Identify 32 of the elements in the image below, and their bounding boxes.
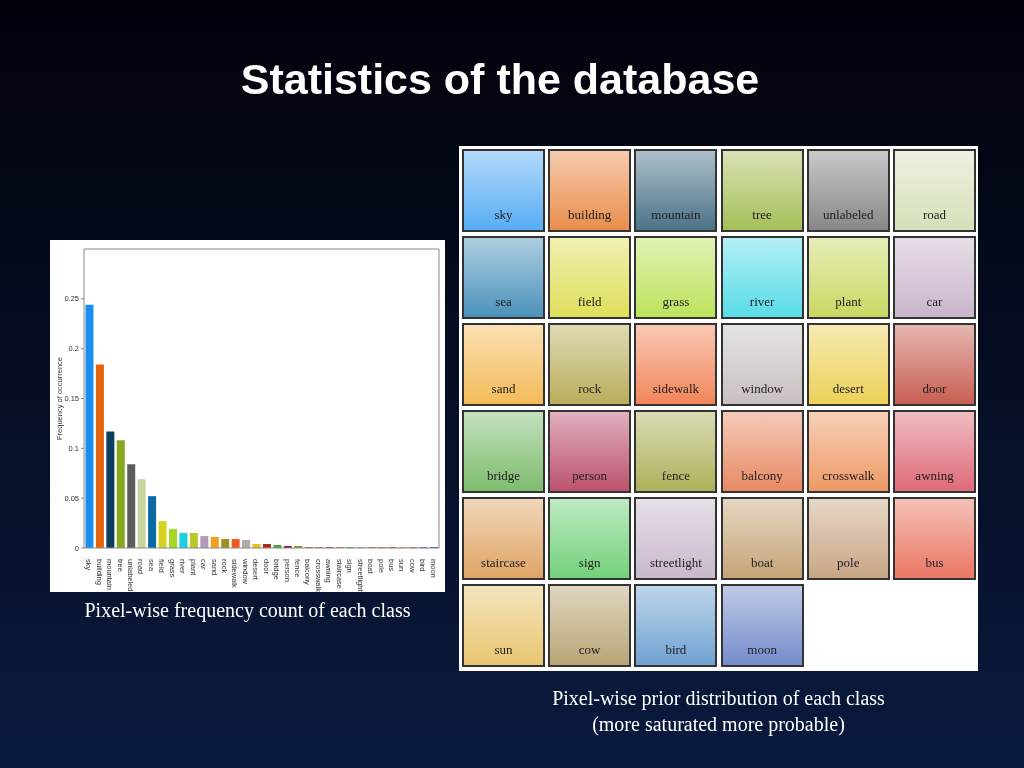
category-label: sky [493,207,514,223]
category-label: sun [493,642,514,658]
category-label: awning [914,468,955,484]
category-label: sidewalk [651,381,700,397]
category-label: bridge [485,468,522,484]
category-label: cow [577,642,602,658]
category-label: bird [664,642,688,658]
text: Pixel-wise prior distribution of each class [551,686,886,710]
category-label: balcony [740,468,784,484]
category-label: fence [660,468,691,484]
category-label: rock [577,381,603,397]
chart-title: Statistics of the database [239,54,761,105]
category-label: grass [661,294,691,310]
category-label: road [921,207,948,223]
category-label: tree [751,207,773,223]
category-label: plant [834,294,863,310]
category-label: unlabeled [822,207,875,223]
text: (more saturated more probable) [591,712,846,736]
category-label: sea [494,294,513,310]
category-label: river [748,294,776,310]
category-label: desert [831,381,865,397]
category-label: crosswalk [821,468,876,484]
category-label: sand [490,381,517,397]
category-label: moon [746,642,778,658]
category-label: mountain [650,207,702,223]
category-label: car [925,294,944,310]
text: Pixel-wise frequency count of each class [83,598,412,622]
category-label: door [921,381,948,397]
category-label: building [567,207,613,223]
category-label: window [740,381,785,397]
category-label: field [576,294,603,310]
category-label: person [571,468,608,484]
